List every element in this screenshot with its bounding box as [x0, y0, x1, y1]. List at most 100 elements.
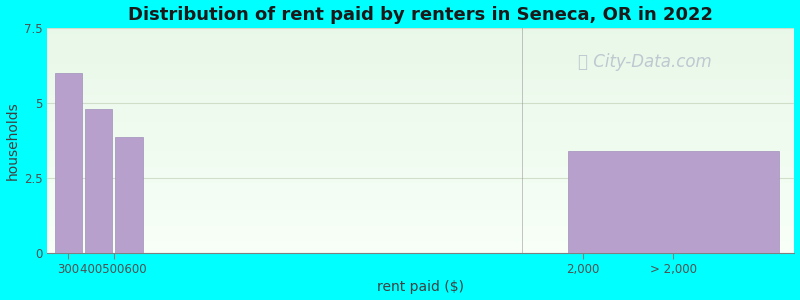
Bar	[47, 34, 794, 37]
Bar	[47, 208, 794, 210]
Bar	[47, 188, 794, 190]
Bar	[47, 203, 794, 206]
Y-axis label: households: households	[6, 101, 19, 180]
Bar	[47, 37, 794, 39]
Bar	[47, 219, 794, 221]
Bar	[47, 235, 794, 237]
Bar	[47, 50, 794, 52]
Bar	[47, 98, 794, 100]
Bar	[47, 192, 794, 194]
Bar	[47, 100, 794, 102]
Bar	[47, 46, 794, 48]
Bar	[47, 57, 794, 59]
Bar	[47, 232, 794, 235]
Bar	[47, 147, 794, 149]
Bar	[47, 44, 794, 46]
Bar	[47, 48, 794, 50]
Bar	[47, 165, 794, 167]
Bar	[47, 88, 794, 91]
Bar	[115, 137, 142, 253]
Bar	[47, 250, 794, 253]
Bar	[47, 39, 794, 41]
Bar	[47, 61, 794, 64]
Bar	[47, 91, 794, 93]
Bar	[47, 176, 794, 178]
Bar	[47, 73, 794, 75]
Bar	[47, 244, 794, 246]
Bar	[47, 32, 794, 34]
Bar	[47, 210, 794, 212]
Bar	[47, 55, 794, 57]
Bar	[47, 41, 794, 44]
Bar	[47, 190, 794, 192]
Bar	[47, 84, 794, 86]
Bar	[47, 59, 794, 62]
Bar	[47, 142, 794, 145]
Bar	[47, 149, 794, 152]
Bar	[54, 73, 82, 253]
Bar	[47, 68, 794, 70]
Bar	[47, 172, 794, 174]
Bar	[47, 167, 794, 169]
Bar	[47, 136, 794, 138]
Bar	[47, 93, 794, 95]
Bar	[567, 151, 779, 253]
Bar	[47, 246, 794, 248]
Bar	[47, 134, 794, 136]
Bar	[47, 158, 794, 160]
Bar	[47, 86, 794, 88]
Bar	[47, 116, 794, 118]
Bar	[47, 212, 794, 214]
Bar	[47, 70, 794, 73]
Bar	[47, 183, 794, 185]
Text: ⌕ City-Data.com: ⌕ City-Data.com	[578, 52, 712, 70]
Bar	[47, 154, 794, 156]
Bar	[85, 109, 112, 253]
Bar	[47, 214, 794, 217]
Bar	[47, 194, 794, 196]
Bar	[47, 156, 794, 158]
Bar	[47, 237, 794, 239]
Bar	[47, 201, 794, 203]
Bar	[47, 102, 794, 104]
Bar	[47, 75, 794, 77]
Bar	[47, 118, 794, 120]
Bar	[47, 124, 794, 127]
Bar	[47, 95, 794, 98]
Bar	[47, 174, 794, 176]
Bar	[47, 145, 794, 147]
Bar	[47, 82, 794, 84]
Bar	[47, 64, 794, 66]
Bar	[47, 196, 794, 199]
Bar	[47, 206, 794, 208]
Bar	[47, 199, 794, 201]
Bar	[47, 181, 794, 183]
Bar	[47, 169, 794, 172]
Bar	[47, 226, 794, 228]
Bar	[47, 104, 794, 106]
Bar	[47, 178, 794, 181]
Bar	[47, 111, 794, 113]
Bar	[47, 80, 794, 82]
Bar	[47, 120, 794, 122]
Bar	[47, 160, 794, 163]
Title: Distribution of rent paid by renters in Seneca, OR in 2022: Distribution of rent paid by renters in …	[128, 6, 714, 24]
Bar	[47, 152, 794, 154]
X-axis label: rent paid ($): rent paid ($)	[378, 280, 464, 294]
Bar	[47, 163, 794, 165]
Bar	[47, 140, 794, 142]
Bar	[47, 221, 794, 224]
Bar	[47, 185, 794, 188]
Bar	[47, 138, 794, 140]
Bar	[47, 230, 794, 232]
Bar	[47, 113, 794, 116]
Bar	[47, 30, 794, 32]
Bar	[47, 77, 794, 80]
Bar	[47, 28, 794, 30]
Bar	[47, 106, 794, 109]
Bar	[47, 242, 794, 244]
Bar	[47, 228, 794, 230]
Bar	[47, 224, 794, 226]
Bar	[47, 239, 794, 242]
Bar	[47, 131, 794, 134]
